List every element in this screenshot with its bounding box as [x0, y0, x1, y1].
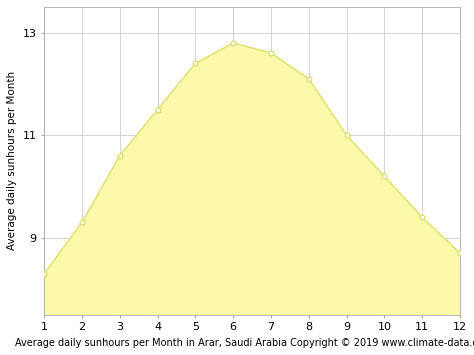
Polygon shape — [44, 43, 460, 315]
Y-axis label: Average daily sunhours per Month: Average daily sunhours per Month — [7, 71, 17, 251]
X-axis label: Average daily sunhours per Month in Arar, Saudi Arabia Copyright © 2019 www.clim: Average daily sunhours per Month in Arar… — [16, 338, 474, 348]
